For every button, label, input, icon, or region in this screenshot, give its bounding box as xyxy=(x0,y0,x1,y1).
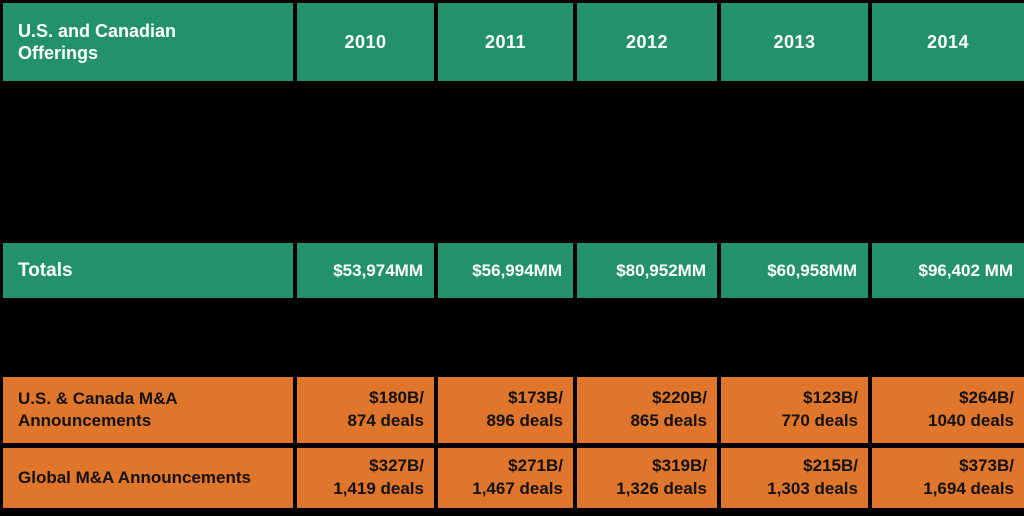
row-divider xyxy=(3,443,1024,448)
header-title-cell: U.S. and Canadian Offerings xyxy=(3,3,293,81)
amount: $327B/ xyxy=(369,456,424,476)
header-year-2013: 2013 xyxy=(721,3,868,81)
amount: $319B/ xyxy=(652,456,707,476)
amount: $123B/ xyxy=(803,388,858,408)
totals-value-2011: $56,994MM xyxy=(438,243,573,298)
deal-count: 1,467 deals xyxy=(472,479,563,498)
header-year-2012: 2012 xyxy=(577,3,717,81)
amount: $271B/ xyxy=(508,456,563,476)
deal-count: 1,419 deals xyxy=(333,479,424,498)
deal-count: 770 deals xyxy=(781,411,858,430)
amount: $220B/ xyxy=(652,388,707,408)
ma-us-canada-2010: $180B/ 874 deals xyxy=(297,377,434,443)
ma-global-2012: $319B/ 1,326 deals xyxy=(577,448,717,508)
redacted-band-middle xyxy=(3,298,1024,377)
ma-global-2011: $271B/ 1,467 deals xyxy=(438,448,573,508)
table-title: U.S. and Canadian Offerings xyxy=(18,20,177,64)
amount: $215B/ xyxy=(803,456,858,476)
deal-count: 1040 deals xyxy=(927,411,1014,430)
table-header-row: U.S. and Canadian Offerings 2010 2011 20… xyxy=(3,3,1024,81)
totals-value-2014: $96,402 MM xyxy=(872,243,1024,298)
ma-us-canada-2011: $173B/ 896 deals xyxy=(438,377,573,443)
ma-us-canada-label: U.S. & Canada M&A Announcements xyxy=(18,388,178,430)
amount: $373B/ xyxy=(959,456,1014,476)
ma-global-2013: $215B/ 1,303 deals xyxy=(721,448,868,508)
deal-count: 865 deals xyxy=(630,411,707,430)
header-year-2010: 2010 xyxy=(297,3,434,81)
ma-row-global: Global M&A Announcements $327B/ 1,419 de… xyxy=(3,448,1024,508)
totals-row: Totals $53,974MM $56,994MM $80,952MM $60… xyxy=(3,243,1024,298)
ma-us-canada-2014: $264B/ 1040 deals xyxy=(872,377,1024,443)
ma-us-canada-2012: $220B/ 865 deals xyxy=(577,377,717,443)
ma-us-canada-label-cell: U.S. & Canada M&A Announcements xyxy=(3,377,293,443)
header-year-2011: 2011 xyxy=(438,3,573,81)
totals-value-2010: $53,974MM xyxy=(297,243,434,298)
redacted-band-top xyxy=(3,81,1024,243)
ma-global-label: Global M&A Announcements xyxy=(18,467,251,487)
ma-us-canada-2013: $123B/ 770 deals xyxy=(721,377,868,443)
deal-count: 1,303 deals xyxy=(767,479,858,498)
totals-value-2012: $80,952MM xyxy=(577,243,717,298)
amount: $180B/ xyxy=(369,388,424,408)
deal-count: 1,326 deals xyxy=(616,479,707,498)
deal-count: 1,694 deals xyxy=(923,479,1014,498)
ma-global-2010: $327B/ 1,419 deals xyxy=(297,448,434,508)
deal-count: 896 deals xyxy=(486,411,563,430)
ma-row-us-canada: U.S. & Canada M&A Announcements $180B/ 8… xyxy=(3,377,1024,443)
amount: $264B/ xyxy=(959,388,1014,408)
totals-value-2013: $60,958MM xyxy=(721,243,868,298)
deal-count: 874 deals xyxy=(347,411,424,430)
ma-global-2014: $373B/ 1,694 deals xyxy=(872,448,1024,508)
header-year-2014: 2014 xyxy=(872,3,1024,81)
ma-global-label-cell: Global M&A Announcements xyxy=(3,448,293,508)
amount: $173B/ xyxy=(508,388,563,408)
totals-label-cell: Totals xyxy=(3,243,293,298)
